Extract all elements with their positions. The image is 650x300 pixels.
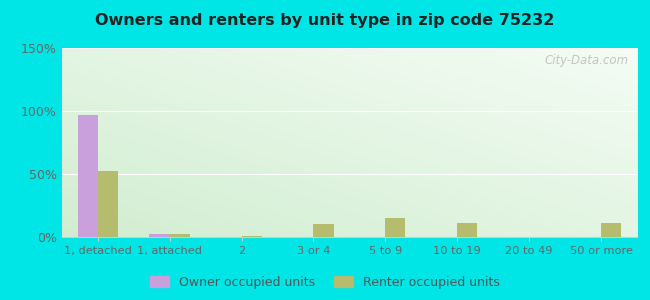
Bar	[601, 223, 621, 237]
Text: City-Data.com: City-Data.com	[544, 54, 629, 67]
Bar	[77, 115, 98, 237]
Bar	[170, 235, 190, 237]
Bar	[457, 223, 477, 237]
Bar	[98, 172, 118, 237]
Bar	[313, 224, 333, 237]
Legend: Owner occupied units, Renter occupied units: Owner occupied units, Renter occupied un…	[146, 271, 504, 294]
Bar	[150, 235, 170, 237]
Bar	[385, 218, 406, 237]
Text: Owners and renters by unit type in zip code 75232: Owners and renters by unit type in zip c…	[96, 14, 554, 28]
Bar	[242, 236, 262, 237]
